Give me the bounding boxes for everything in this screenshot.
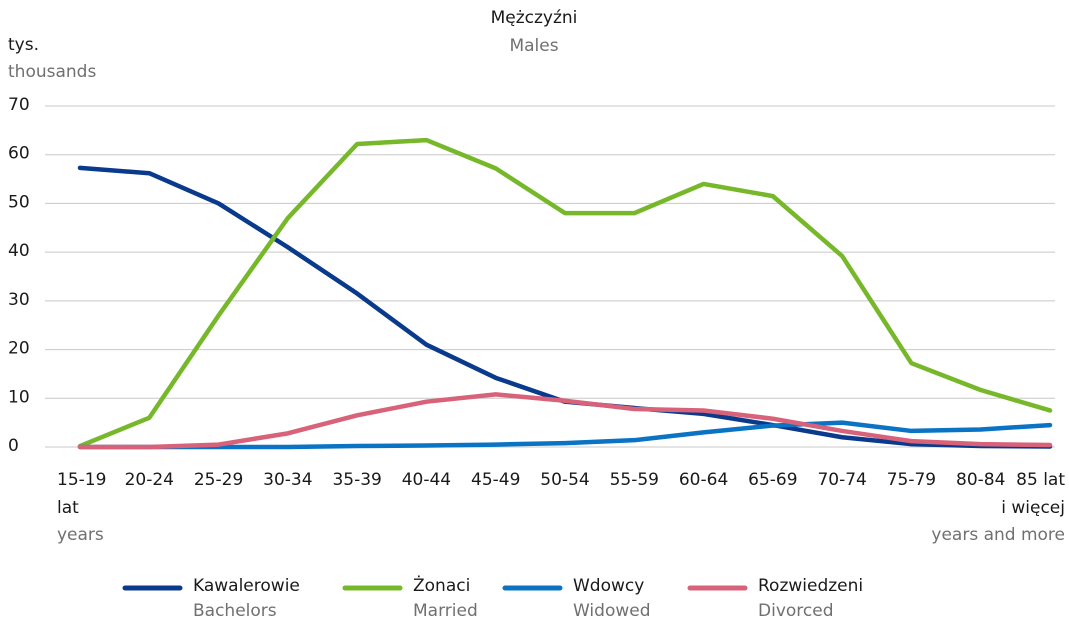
series-line [77, 420, 1053, 450]
x-tick-label: 20-24 [125, 470, 174, 490]
x-tick-label: 40-44 [402, 470, 451, 490]
y-tick-label: 50 [8, 192, 30, 212]
x-tick-label: 55-59 [610, 470, 659, 490]
x-tick-label: 75-79 [887, 470, 936, 490]
y-axis-label-en: thousands [8, 62, 96, 82]
x-tick-label: 70-74 [817, 470, 866, 490]
legend-label: Żonaci [413, 575, 470, 596]
y-tick-label: 60 [8, 144, 30, 164]
legend-label-en: Bachelors [193, 601, 277, 619]
chart-subtitle: Males [509, 36, 558, 56]
y-tick-label: 70 [8, 95, 30, 115]
last-suffix-en: years and more [931, 525, 1065, 545]
y-tick-label: 30 [8, 290, 30, 310]
x-unit: lat [57, 498, 79, 518]
legend-label: Wdowcy [573, 576, 644, 596]
x-tick-label: 80-84 [956, 470, 1005, 490]
x-tick-label: 15-19 [57, 470, 106, 490]
legend-label: Rozwiedzeni [758, 576, 863, 596]
series-line [77, 392, 1053, 450]
x-tick-label: 60-64 [679, 470, 728, 490]
chart-title: Mężczyźni [491, 8, 578, 28]
y-tick-label: 0 [8, 436, 19, 456]
legend-label-en: Married [413, 601, 478, 619]
x-unit-en: years [57, 525, 104, 545]
y-axis-label: tys. [8, 35, 39, 55]
x-tick-label: 25-29 [194, 470, 243, 490]
legend-label-en: Widowed [573, 601, 651, 619]
series-line [77, 137, 1053, 449]
last-suffix: i więcej [1001, 498, 1065, 518]
x-tick-label: 35-39 [332, 470, 381, 490]
x-tick-label: 30-34 [263, 470, 312, 490]
x-tick-label: 45-49 [471, 470, 520, 490]
y-tick-label: 40 [8, 241, 30, 261]
x-tick-label: 65-69 [748, 470, 797, 490]
y-tick-label: 20 [8, 339, 30, 359]
y-tick-label: 10 [8, 387, 30, 407]
x-tick-label: 85 lat [1016, 470, 1065, 490]
legend-label-en: Divorced [758, 601, 834, 619]
legend-label: Kawalerowie [193, 576, 300, 596]
x-tick-label: 50-54 [540, 470, 589, 490]
